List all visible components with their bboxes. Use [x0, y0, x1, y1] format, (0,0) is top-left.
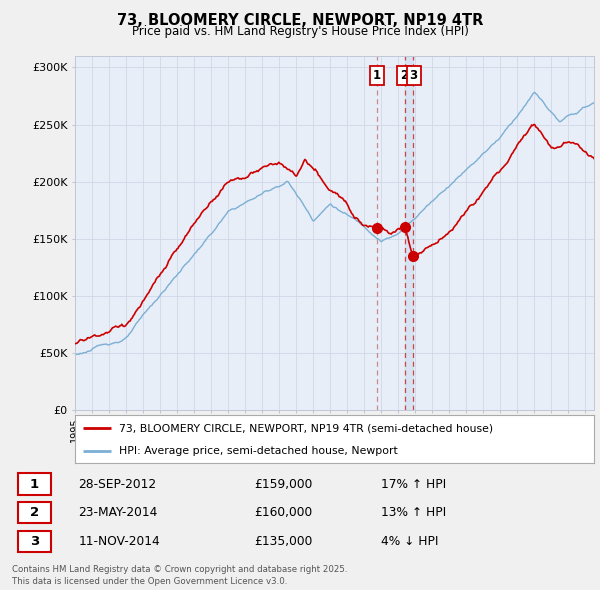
- Bar: [405, 56, 413, 410]
- Text: 1: 1: [30, 477, 39, 490]
- Text: Price paid vs. HM Land Registry's House Price Index (HPI): Price paid vs. HM Land Registry's House …: [131, 25, 469, 38]
- Text: 73, BLOOMERY CIRCLE, NEWPORT, NP19 4TR (semi-detached house): 73, BLOOMERY CIRCLE, NEWPORT, NP19 4TR (…: [119, 423, 493, 433]
- Text: 17% ↑ HPI: 17% ↑ HPI: [380, 477, 446, 490]
- Text: 23-MAY-2014: 23-MAY-2014: [78, 506, 158, 519]
- FancyBboxPatch shape: [18, 473, 51, 495]
- Text: 3: 3: [410, 69, 418, 82]
- FancyBboxPatch shape: [18, 502, 51, 523]
- Text: £160,000: £160,000: [254, 506, 312, 519]
- FancyBboxPatch shape: [18, 530, 51, 552]
- Text: £159,000: £159,000: [254, 477, 312, 490]
- Text: £135,000: £135,000: [254, 535, 312, 548]
- Text: 28-SEP-2012: 28-SEP-2012: [78, 477, 157, 490]
- Text: 13% ↑ HPI: 13% ↑ HPI: [380, 506, 446, 519]
- Text: 73, BLOOMERY CIRCLE, NEWPORT, NP19 4TR: 73, BLOOMERY CIRCLE, NEWPORT, NP19 4TR: [117, 13, 483, 28]
- Text: 1: 1: [373, 69, 381, 82]
- Text: 4% ↓ HPI: 4% ↓ HPI: [380, 535, 438, 548]
- Text: This data is licensed under the Open Government Licence v3.0.: This data is licensed under the Open Gov…: [12, 577, 287, 586]
- Text: 2: 2: [30, 506, 39, 519]
- Text: HPI: Average price, semi-detached house, Newport: HPI: Average price, semi-detached house,…: [119, 446, 398, 456]
- Text: Contains HM Land Registry data © Crown copyright and database right 2025.: Contains HM Land Registry data © Crown c…: [12, 565, 347, 574]
- Text: 2: 2: [400, 69, 408, 82]
- Text: 3: 3: [30, 535, 39, 548]
- Text: 11-NOV-2014: 11-NOV-2014: [78, 535, 160, 548]
